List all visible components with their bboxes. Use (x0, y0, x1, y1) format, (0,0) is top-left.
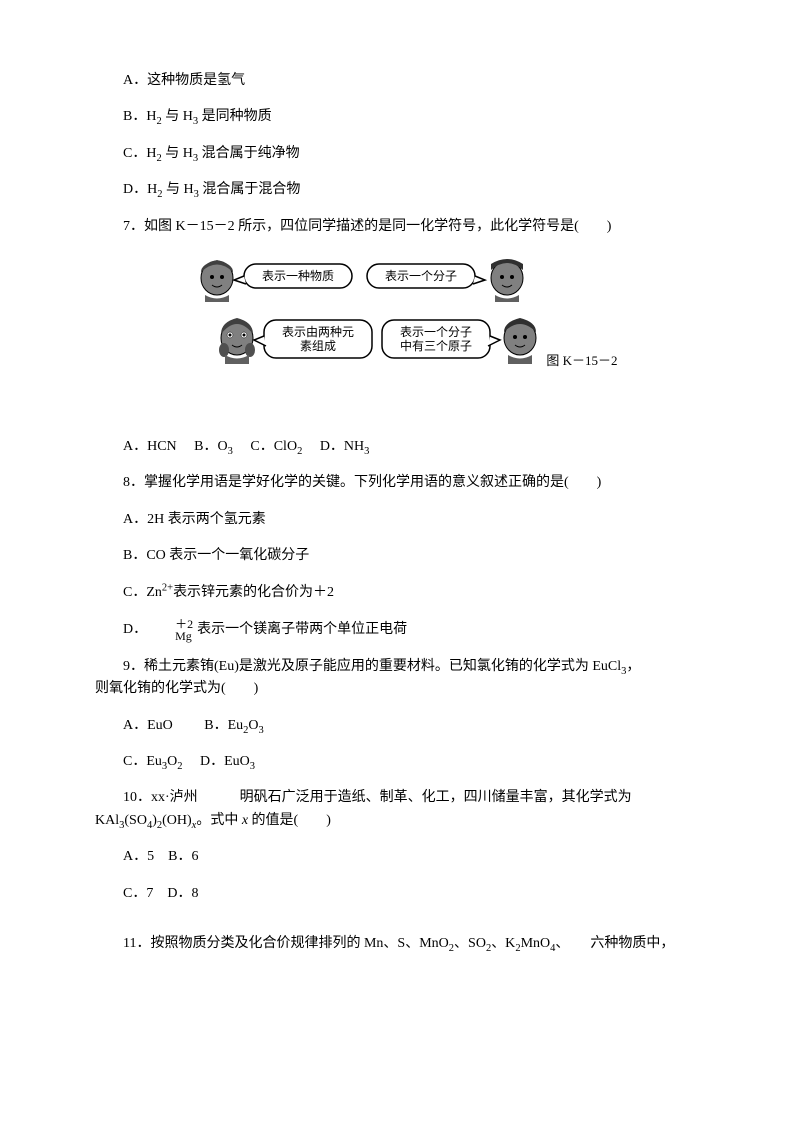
text: 的值是( ) (248, 813, 331, 828)
q6-option-b: B．H2 与 H3 是同种物质 (95, 106, 705, 128)
text: ， (626, 659, 640, 674)
text: 表示一个镁离子带两个单位正电荷 (197, 622, 407, 637)
q7-opt-d: D．NH3 (320, 439, 370, 454)
student-face-top-left (201, 260, 233, 302)
text: 、 六种物质中， (555, 936, 674, 951)
superscript: 2+ (162, 582, 173, 593)
text: 表示锌元素的化合价为＋2 (173, 585, 334, 600)
text: C．H (123, 146, 156, 161)
text: KAl (95, 813, 119, 828)
spacer (95, 919, 705, 933)
bubble-3-text-l1: 表示由两种元 (282, 325, 354, 339)
bubble-4-text-l1: 表示一个分子 (400, 325, 472, 339)
text: 与 H (162, 146, 193, 161)
q9-opt-b: B．Eu2O3 (204, 718, 264, 733)
bubble-1-text: 表示一种物质 (262, 269, 334, 283)
text: MnO (521, 936, 551, 951)
student-face-top-right (491, 259, 523, 302)
text: 、K (491, 936, 515, 951)
q8-option-b: B．CO 表示一个一氧化碳分子 (95, 545, 705, 567)
bubble-4-text-l2: 中有三个原子 (400, 338, 472, 353)
text: 11．按照物质分类及化合价规律排列的 Mn、S、MnO (123, 936, 449, 951)
q10-opt-c: C．7 (123, 886, 153, 901)
q10-opt-a: A．5 (123, 849, 154, 864)
q9-options-row1: A．EuO B．Eu2O3 (95, 715, 705, 737)
q9-opt-a: A．EuO (123, 718, 173, 733)
q7-stem: 7．如图 K－15－2 所示，四位同学描述的是同一化学符号，此化学符号是( ) (95, 216, 705, 238)
text: 混合属于纯净物 (198, 146, 300, 161)
q10-stem: 10．xx·泸州 明矾石广泛用于造纸、制革、化工，四川储量丰富，其化学式为 KA… (95, 787, 705, 832)
q11-stem: 11．按照物质分类及化合价规律排列的 Mn、S、MnO2、SO2、K2MnO4、… (95, 933, 705, 955)
student-face-bottom-left (219, 318, 255, 364)
q7-figure: 表示一种物质 表示一个分子 (95, 252, 705, 372)
q9-opt-c: C．Eu3O2 (123, 754, 183, 769)
dialogue-illustration: 表示一种物质 表示一个分子 (182, 252, 542, 372)
q7-opt-c: C．ClO2 (250, 439, 302, 454)
q10-opt-b: B．6 (168, 849, 198, 864)
bubble-3-text-l2: 素组成 (300, 339, 336, 353)
text: 9．稀土元素铕(Eu)是激光及原子能应用的重要材料。已知氯化铕的化学式为 EuC… (123, 659, 621, 674)
text: D．H (123, 182, 157, 197)
text: 则氧化铕的化学式为( ) (95, 678, 705, 700)
q9-stem: 9．稀土元素铕(Eu)是激光及原子能应用的重要材料。已知氯化铕的化学式为 EuC… (95, 656, 705, 701)
text: (SO (124, 813, 147, 828)
speech-bubble-1: 表示一种物质 (234, 264, 352, 288)
text: 与 H (162, 182, 193, 197)
q6-option-c: C．H2 与 H3 混合属于纯净物 (95, 143, 705, 165)
speech-bubble-2: 表示一个分子 (367, 264, 485, 288)
q10-opt-d: D．8 (167, 886, 198, 901)
text: 是同种物质 (198, 109, 272, 124)
text: 、SO (454, 936, 486, 951)
text: D． (123, 622, 147, 637)
document-page: A．这种物质是氢气 B．H2 与 H3 是同种物质 C．H2 与 H3 混合属于… (0, 0, 800, 1132)
text: B．H (123, 109, 156, 124)
q10-options-row2: C．7 D．8 (95, 883, 705, 905)
q10-options-row1: A．5 B．6 (95, 846, 705, 868)
spacer (95, 386, 705, 436)
text: 混合属于混合物 (199, 182, 301, 197)
q8-option-c: C．Zn2+表示锌元素的化合价为＋2 (95, 582, 705, 604)
q8-option-a: A．2H 表示两个氢元素 (95, 509, 705, 531)
valence-fraction: ＋2Mg (147, 618, 193, 642)
text: C．Zn (123, 585, 162, 600)
q7-opt-b: B．O3 (194, 439, 233, 454)
text: (OH) (162, 813, 192, 828)
q9-options-row2: C．Eu3O2 D．EuO3 (95, 751, 705, 773)
student-face-bottom-right (504, 318, 536, 364)
text: 10．xx·泸州 明矾石广泛用于造纸、制革、化工，四川储量丰富，其化学式为 (123, 790, 632, 805)
text: 。式中 (196, 813, 242, 828)
q8-option-d: D．＋2Mg 表示一个镁离子带两个单位正电荷 (95, 618, 705, 642)
q7-options: A．HCN B．O3 C．ClO2 D．NH3 (95, 436, 705, 458)
q6-option-a: A．这种物质是氢气 (95, 70, 705, 92)
q8-stem: 8．掌握化学用语是学好化学的关键。下列化学用语的意义叙述正确的是( ) (95, 472, 705, 494)
q7-opt-a: A．HCN (123, 439, 177, 454)
q9-opt-d: D．EuO3 (200, 754, 255, 769)
speech-bubble-3: 表示由两种元 素组成 (254, 320, 372, 358)
text: 与 H (162, 109, 193, 124)
speech-bubble-4: 表示一个分子 中有三个原子 (382, 320, 500, 358)
bubble-2-text: 表示一个分子 (385, 269, 457, 283)
q6-option-d: D．H2 与 H3 混合属于混合物 (95, 179, 705, 201)
figure-caption: 图 K－15－2 (546, 351, 617, 372)
